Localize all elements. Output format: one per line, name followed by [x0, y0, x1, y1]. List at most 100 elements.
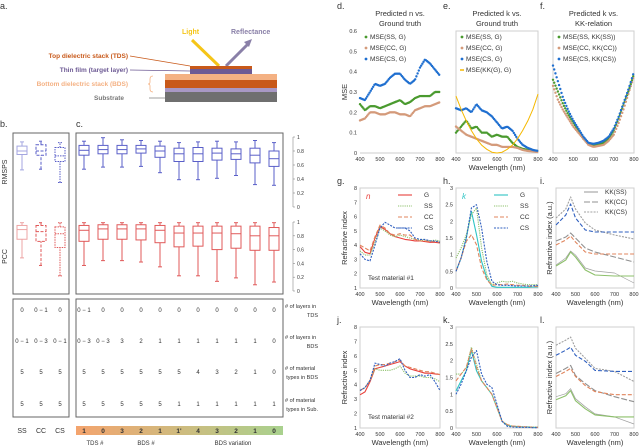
tick-label: 0.6: [297, 248, 304, 254]
data-point: [577, 127, 580, 131]
legend-label: G: [520, 192, 525, 199]
panel-i-chart: 400 500 600 700 800 Wavelength (nm) Refractive…: [545, 187, 639, 307]
table-cell-c: 5: [82, 370, 86, 376]
data-point: [553, 81, 556, 84]
row-label: types in Sub.: [286, 407, 318, 413]
data-point: [551, 84, 555, 88]
series-line-2: [359, 365, 441, 391]
data-point: [556, 79, 560, 83]
x-axis-label: Wavelength (nm): [469, 298, 526, 307]
table-cell-c: 5: [120, 402, 124, 408]
series-line-3: [555, 336, 635, 382]
box-iqr: [16, 224, 28, 240]
series-line: [455, 350, 538, 428]
legend-label: MSE(SS, G): [370, 34, 406, 41]
data-point: [438, 90, 441, 94]
x-tick-label: 800: [533, 292, 542, 298]
data-point: [560, 99, 563, 102]
panel-label-j: j.: [336, 315, 342, 325]
table-cell-c: 0: [101, 308, 105, 314]
table-cell-c: 0 − 1: [77, 308, 91, 314]
y-tick-label: 2.5: [445, 203, 453, 209]
data-point: [623, 104, 626, 107]
legend-label: MSE(CS, KK(CS)): [563, 56, 616, 63]
panel-j-chart: 400 500 600 700 800 1 2 3 4 5 6 7 8 Wavelength (nm) Re…: [340, 325, 445, 447]
panel-label-d: d.: [337, 1, 345, 11]
y-tick-label: 2: [450, 359, 453, 365]
y-tick-label: 1: [450, 392, 453, 398]
panel-label-b: b.: [0, 119, 8, 129]
tds-label: Top dielectric stack (TDS): [49, 53, 128, 60]
data-point: [535, 149, 539, 153]
data-point: [554, 72, 557, 75]
x-tick-label: 800: [629, 157, 638, 163]
table-cell-c: 0: [139, 308, 143, 314]
tick-label: 0: [297, 289, 300, 295]
data-point: [422, 60, 425, 63]
bds-brace: [147, 75, 154, 93]
plot-frame: [359, 187, 441, 289]
plot-frame: [455, 187, 539, 289]
box-pcc-2: [35, 222, 47, 266]
panel-label-l: l.: [540, 315, 545, 325]
panel-label-i: i.: [540, 176, 545, 186]
x-tick-label: 500: [375, 157, 384, 163]
x-tick-label: 500: [571, 292, 580, 298]
data-point: [563, 107, 567, 110]
x-tick-label: 700: [609, 157, 618, 163]
table-cell-c: 3: [215, 370, 219, 376]
y-axis-label: MSE: [340, 84, 349, 100]
data-point: [420, 64, 423, 67]
box-rmsps-9: [230, 141, 242, 176]
panel-label-g: g.: [337, 176, 345, 186]
x-axis-label: Wavelength (nm): [469, 163, 526, 172]
box-iqr: [35, 224, 47, 242]
data-point: [566, 116, 569, 119]
series-g: [359, 226, 441, 255]
box-iqr: [116, 224, 128, 240]
data-point: [617, 121, 620, 125]
series-mse-cs-g-: [358, 58, 441, 102]
table-cell-c: 5: [120, 370, 124, 376]
legend-label: MSE(CC, G): [466, 45, 502, 52]
annotation: Test material #2: [368, 414, 414, 421]
data-point: [473, 106, 476, 109]
panel-b-boxplots: RMSPS PCC SS CC CS: [2, 140, 66, 435]
table-cell-c: 5: [139, 402, 143, 408]
data-point: [580, 133, 584, 136]
category-label: 3: [215, 428, 219, 435]
series-mse-cs-g-: [454, 103, 539, 153]
data-point: [555, 76, 558, 79]
category-label: 1: [82, 428, 86, 435]
layer-stack-diagram: Light Reflectance Top dielectric stack (…: [37, 29, 277, 102]
reflectance-label: Reflectance: [231, 29, 270, 36]
plot-frame: [455, 326, 539, 429]
y-tick-label: 5: [354, 229, 357, 235]
x-axis-label: Wavelength (nm): [372, 438, 429, 447]
table-cell-b: 0: [20, 308, 24, 314]
series-line-4: [555, 251, 634, 277]
data-point: [631, 73, 635, 76]
category-label: 1: [158, 428, 162, 435]
box-pcc-1: [16, 222, 28, 259]
legend-entry: KK(CC): [584, 199, 627, 206]
tick-label: 0.8: [297, 234, 304, 240]
box-iqr: [135, 224, 147, 241]
data-point: [559, 103, 562, 106]
x-tick-label: 400: [551, 292, 560, 298]
box-rmsps-10: [249, 140, 261, 186]
category-label: 0: [272, 428, 276, 435]
x-tick-label: 700: [610, 292, 619, 298]
legend-label: MSE(CS, G): [370, 56, 406, 63]
data-point: [624, 95, 628, 98]
legend-marker: [557, 46, 561, 50]
data-point: [612, 133, 615, 136]
data-point: [570, 115, 573, 118]
table-cell-c: 0: [196, 308, 200, 314]
data-point: [619, 115, 623, 118]
data-point: [610, 131, 613, 134]
table-cell-c: 1: [215, 339, 219, 345]
row-label: types in BDS: [286, 375, 318, 381]
panel-b-box-frame: [12, 132, 70, 295]
box-iqr: [54, 226, 66, 249]
